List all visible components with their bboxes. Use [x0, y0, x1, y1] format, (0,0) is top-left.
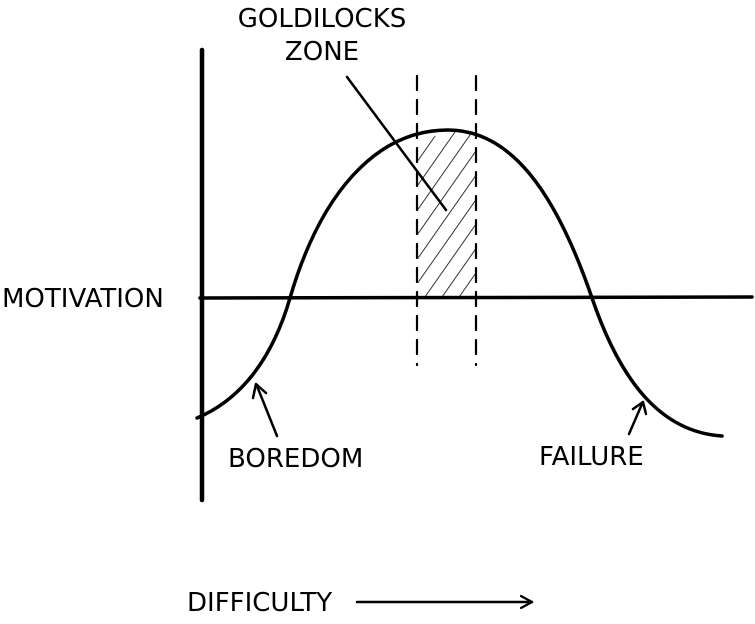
- zone-pointer-line: [345, 75, 448, 212]
- y-axis-label: MOTIVATION: [2, 284, 164, 314]
- failure-arrow: [627, 402, 644, 436]
- failure-arrowhead: [631, 400, 648, 416]
- motivation-curve: [195, 128, 724, 438]
- goldilocks-zone-hatch: [418, 130, 477, 298]
- x-axis-label: DIFFICULTY: [187, 588, 332, 618]
- boredom-label: BOREDOM: [228, 444, 363, 474]
- boredom-arrowhead: [251, 382, 268, 400]
- zone-label-line1: GOLDILOCKS: [238, 4, 407, 34]
- boredom-arrow: [255, 384, 279, 438]
- zone-label-line2: ZONE: [285, 37, 359, 67]
- failure-label: FAILURE: [539, 442, 644, 472]
